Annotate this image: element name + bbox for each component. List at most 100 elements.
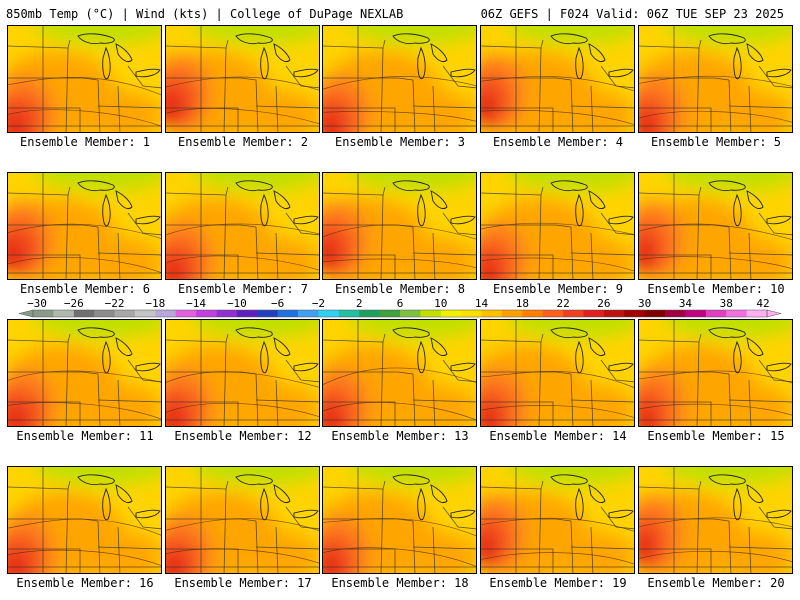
- colorbar-tick-label: 2: [356, 297, 363, 310]
- temperature-map: [323, 173, 476, 279]
- temperature-map: [323, 320, 476, 426]
- ensemble-map-panel: [322, 172, 477, 280]
- ensemble-map-panel: [638, 25, 793, 133]
- colorbar-swatch: [420, 310, 442, 317]
- ensemble-map-panel: [638, 319, 793, 427]
- colorbar-tick-label: −10: [227, 297, 247, 310]
- temperature-map: [8, 26, 161, 132]
- ensemble-member-label: Ensemble Member: 13: [331, 429, 469, 443]
- colorbar-swatch: [338, 310, 360, 317]
- colorbar-swatch: [53, 310, 75, 317]
- ensemble-member-label: Ensemble Member: 6: [19, 282, 151, 296]
- colorbar-tick-label: 42: [756, 297, 769, 310]
- colorbar-swatch: [705, 310, 727, 317]
- colorbar-swatch: [155, 310, 177, 317]
- ensemble-map-panel: [322, 319, 477, 427]
- temperature-map: [166, 173, 319, 279]
- ensemble-map-panel: [480, 466, 635, 574]
- ensemble-map-panel: [7, 25, 162, 133]
- temperature-map: [481, 320, 634, 426]
- ensemble-map-panel: [7, 172, 162, 280]
- colorbar-swatch: [746, 310, 768, 317]
- ensemble-map-panel: [480, 25, 635, 133]
- colorbar-tick-label: 26: [597, 297, 610, 310]
- colorbar-swatch: [522, 310, 544, 317]
- temperature-map: [166, 26, 319, 132]
- colorbar-swatch: [440, 310, 462, 317]
- temperature-map: [8, 173, 161, 279]
- colorbar-swatch: [196, 310, 217, 317]
- colorbar-swatch: [726, 310, 747, 317]
- colorbar-swatch: [685, 310, 707, 317]
- colorbar-swatch: [542, 310, 564, 317]
- temperature-map: [166, 320, 319, 426]
- ensemble-member-label: Ensemble Member: 12: [174, 429, 312, 443]
- colorbar-swatch: [33, 310, 54, 317]
- ensemble-map-panel: [165, 25, 320, 133]
- ensemble-map-panel: [480, 172, 635, 280]
- colorbar-swatch: [379, 310, 401, 317]
- colorbar-tick-label: 34: [679, 297, 693, 310]
- ensemble-member-label: Ensemble Member: 9: [492, 282, 624, 296]
- colorbar-tick-label: 6: [397, 297, 404, 310]
- colorbar-swatch: [134, 310, 156, 317]
- colorbar-swatch: [257, 310, 278, 317]
- temperature-map: [481, 467, 634, 573]
- colorbar-swatch: [665, 310, 686, 317]
- ensemble-map-panel: [480, 319, 635, 427]
- colorbar-svg: −30 −26 −22 −18 −14 −10 −6 −2 2 6 10 14 18 22 26 30 34 38…: [18, 297, 782, 318]
- ensemble-member-label: Ensemble Member: 19: [489, 576, 627, 590]
- colorbar-tick-label: −6: [271, 297, 284, 310]
- ensemble-member-label: Ensemble Member: 16: [16, 576, 154, 590]
- colorbar-tick-label: 10: [434, 297, 447, 310]
- ensemble-map-panel: [322, 466, 477, 574]
- temperature-map: [639, 173, 792, 279]
- ensemble-map-panel: [165, 319, 320, 427]
- ensemble-member-label: Ensemble Member: 8: [334, 282, 466, 296]
- ensemble-member-label: Ensemble Member: 7: [177, 282, 309, 296]
- ensemble-map-panel: [7, 466, 162, 574]
- map-title: 850mb Temp (°C) | Wind (kts) | College o…: [6, 7, 404, 21]
- colorbar-swatch: [277, 310, 299, 317]
- ensemble-member-label: Ensemble Member: 15: [647, 429, 785, 443]
- colorbar-swatch: [583, 310, 605, 317]
- ensemble-map-panel: [165, 466, 320, 574]
- ensemble-member-label: Ensemble Member: 4: [492, 135, 624, 149]
- colorbar-swatch: [114, 310, 136, 317]
- colorbar-min-arrow: [18, 309, 34, 318]
- temperature-map: [639, 26, 792, 132]
- colorbar-tick-label: −30: [27, 297, 47, 310]
- colorbar-swatch: [400, 310, 421, 317]
- colorbar-tick-label: 22: [556, 297, 569, 310]
- temperature-map: [481, 26, 634, 132]
- colorbar-tick-label: −2: [312, 297, 325, 310]
- colorbar-swatch: [644, 310, 666, 317]
- ensemble-map-panel: [165, 172, 320, 280]
- ensemble-member-label: Ensemble Member: 3: [334, 135, 466, 149]
- colorbar-tick-label: −22: [105, 297, 125, 310]
- colorbar-max-arrow: [766, 309, 782, 318]
- ensemble-member-label: Ensemble Member: 11: [16, 429, 154, 443]
- ensemble-member-label: Ensemble Member: 5: [650, 135, 782, 149]
- colorbar-swatch: [501, 310, 523, 317]
- ensemble-member-label: Ensemble Member: 1: [19, 135, 151, 149]
- colorbar-swatch: [359, 310, 380, 317]
- ensemble-member-label: Ensemble Member: 2: [177, 135, 309, 149]
- temperature-map: [323, 26, 476, 132]
- temperature-map: [323, 467, 476, 573]
- colorbar-tick-label: 30: [638, 297, 651, 310]
- temperature-map: [166, 467, 319, 573]
- colorbar-tick-label: 14: [475, 297, 489, 310]
- ensemble-member-label: Ensemble Member: 18: [331, 576, 469, 590]
- colorbar-swatch: [563, 310, 584, 317]
- ensemble-map-panel: [322, 25, 477, 133]
- ensemble-member-label: Ensemble Member: 20: [647, 576, 785, 590]
- colorbar-swatch: [461, 310, 482, 317]
- temperature-map: [639, 467, 792, 573]
- colorbar-swatch: [73, 310, 95, 317]
- temperature-map: [481, 173, 634, 279]
- colorbar-swatch: [481, 310, 503, 317]
- ensemble-member-label: Ensemble Member: 14: [489, 429, 627, 443]
- colorbar-swatch: [318, 310, 340, 317]
- colorbar-swatch: [216, 310, 238, 317]
